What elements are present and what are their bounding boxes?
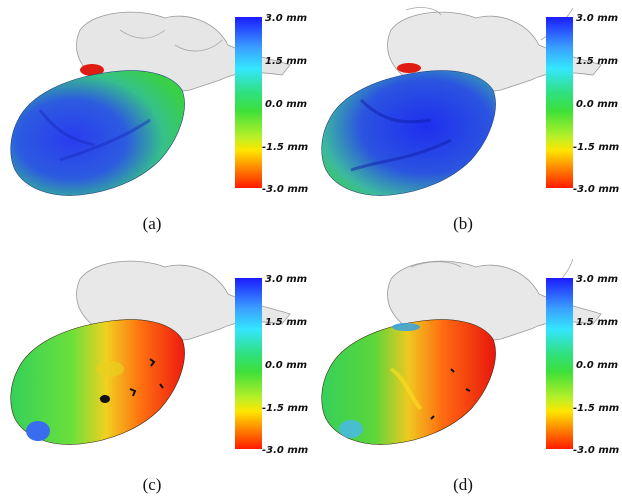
colorbar-b	[546, 17, 573, 188]
surface-render-d	[321, 258, 602, 445]
tick-label-c-2: 0.0 mm	[265, 360, 308, 371]
colorbar-c	[235, 278, 262, 449]
tick-label-c-4: -3.0 mm	[262, 445, 309, 456]
caption-b: (b)	[453, 214, 473, 233]
liver-surface-c	[10, 319, 185, 445]
tick-label-a-4: -3.0 mm	[262, 184, 309, 195]
caption-a: (a)	[142, 214, 162, 233]
liver-surface-b	[321, 70, 496, 196]
tick-label-d-0: 3.0 mm	[576, 274, 619, 285]
tick-label-d-3: -1.5 mm	[573, 403, 620, 414]
tick-label-b-0: 3.0 mm	[576, 13, 619, 24]
caption-c: (c)	[142, 475, 162, 494]
surface-render-b	[321, 7, 602, 196]
tick-label-a-3: -1.5 mm	[262, 142, 309, 153]
surface-render-a	[10, 11, 291, 196]
panel-b: 3.0 mm 1.5 mm 0.0 mm -1.5 mm -3.0 mm (b)	[311, 0, 622, 248]
tick-label-c-0: 3.0 mm	[265, 274, 308, 285]
tick-label-b-3: -1.5 mm	[573, 142, 620, 153]
colorbar-a	[235, 17, 262, 188]
tick-label-a-2: 0.0 mm	[265, 99, 308, 110]
panel-c: 3.0 mm 1.5 mm 0.0 mm -1.5 mm -3.0 mm (c)	[0, 249, 311, 497]
surface-render-c	[10, 260, 291, 445]
tick-label-c-1: 1.5 mm	[265, 317, 308, 328]
tick-label-c-3: -1.5 mm	[262, 403, 309, 414]
caption-d: (d)	[453, 475, 473, 494]
panel-a: 3.0 mm 1.5 mm 0.0 mm -1.5 mm -3.0 mm (a)	[0, 0, 311, 248]
colorbar-d	[546, 278, 573, 449]
liver-surface-d	[321, 319, 496, 445]
tick-label-b-4: -3.0 mm	[573, 184, 620, 195]
tick-label-a-0: 3.0 mm	[265, 13, 308, 24]
tick-label-b-1: 1.5 mm	[576, 56, 619, 67]
panel-d: 3.0 mm 1.5 mm 0.0 mm -1.5 mm -3.0 mm (d)	[311, 249, 622, 497]
tick-label-d-1: 1.5 mm	[576, 317, 619, 328]
tick-label-d-4: -3.0 mm	[573, 445, 620, 456]
tick-label-d-2: 0.0 mm	[576, 360, 619, 371]
tick-label-a-1: 1.5 mm	[265, 56, 308, 67]
tick-label-b-2: 0.0 mm	[576, 99, 619, 110]
liver-surface-a	[10, 70, 185, 196]
